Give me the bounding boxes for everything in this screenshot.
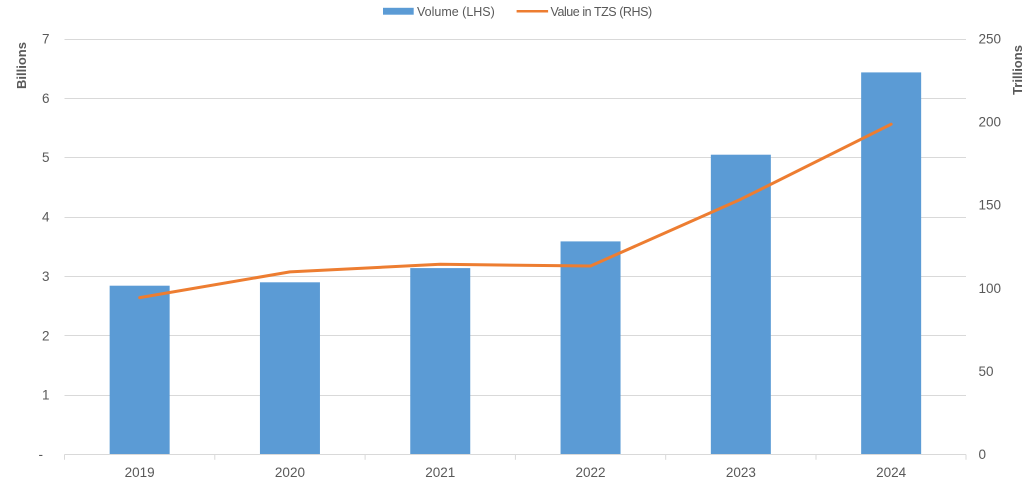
svg-text:Value in TZS (RHS): Value in TZS (RHS): [551, 5, 652, 19]
svg-text:0: 0: [979, 447, 987, 462]
svg-text:2019: 2019: [125, 465, 155, 480]
svg-text:200: 200: [979, 115, 1002, 130]
svg-text:Volume (LHS): Volume (LHS): [417, 5, 495, 19]
svg-text:4: 4: [42, 210, 50, 225]
svg-text:6: 6: [42, 91, 50, 106]
svg-text:Trillions: Trillions: [1010, 45, 1024, 95]
svg-text:5: 5: [42, 150, 50, 165]
svg-text:100: 100: [979, 281, 1002, 296]
svg-text:7: 7: [42, 32, 50, 47]
svg-text:150: 150: [979, 198, 1002, 213]
svg-text:2024: 2024: [876, 465, 907, 480]
svg-text:2021: 2021: [425, 465, 455, 480]
svg-text:2022: 2022: [576, 465, 606, 480]
svg-text:2020: 2020: [275, 465, 305, 480]
svg-text:Billions: Billions: [14, 42, 29, 89]
svg-text:3: 3: [42, 269, 50, 284]
svg-text:1: 1: [42, 388, 50, 403]
svg-text:50: 50: [979, 364, 994, 379]
svg-text:-: -: [39, 447, 44, 462]
svg-text:250: 250: [979, 32, 1002, 47]
svg-text:2023: 2023: [726, 465, 756, 480]
svg-text:2: 2: [42, 328, 50, 343]
